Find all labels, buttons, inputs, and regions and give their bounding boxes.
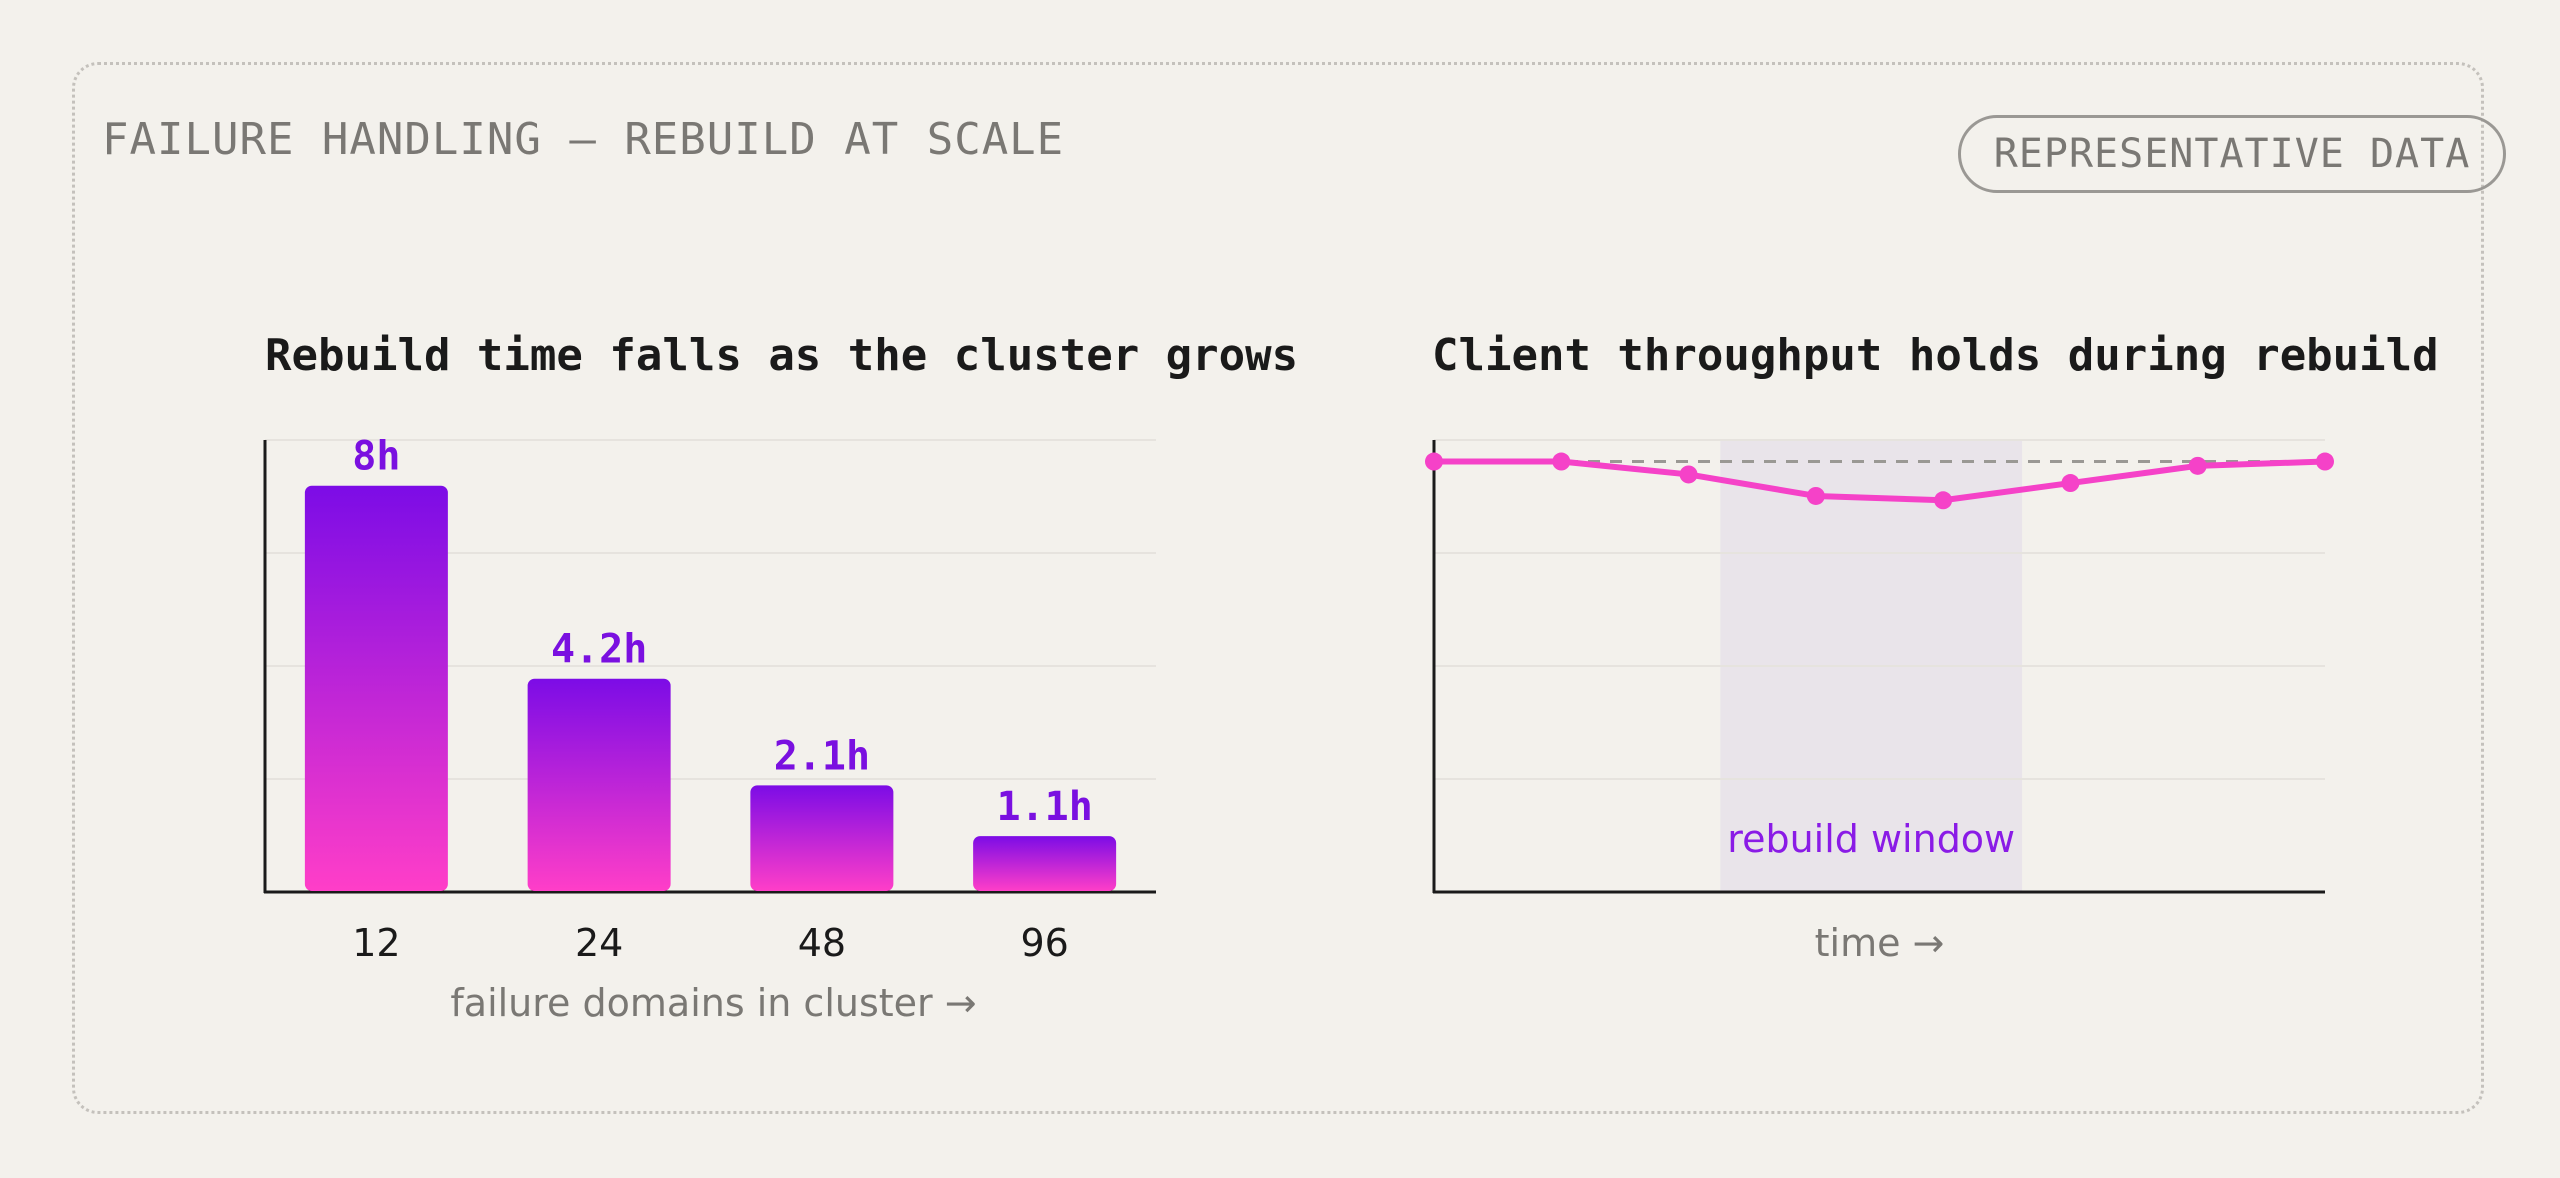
line-x-axis-label: time → [1815, 921, 1945, 965]
throughput-point [1806, 486, 1825, 505]
throughput-point [2061, 474, 2080, 493]
bar-tick-label: 96 [1020, 921, 1068, 965]
bar-96 [973, 836, 1117, 891]
bar-tick-label: 24 [575, 921, 623, 965]
bar-chart: 8h 12 4.2h 24 2.1h 48 1.1h 96 failure domains in… [263, 434, 1156, 1025]
bar-value-label: 8h [352, 434, 400, 480]
panel-frame [72, 62, 2484, 1114]
bar-x-axis-label: failure domains in cluster → [450, 981, 976, 1025]
bar-value-label: 2.1h [774, 733, 870, 779]
bar-tick-label: 48 [798, 921, 846, 965]
line-chart-title: Client throughput holds during rebuild [1432, 330, 2439, 381]
throughput-point [1679, 465, 1698, 484]
representative-data-badge: REPRESENTATIVE DATA [1958, 115, 2506, 193]
throughput-point [1425, 452, 1443, 471]
bar-chart-title: Rebuild time falls as the cluster grows [265, 330, 1299, 381]
throughput-point [1934, 491, 1953, 510]
throughput-point [1552, 452, 1571, 471]
line-chart: rebuild window time → [1425, 439, 2334, 965]
throughput-point [2188, 456, 2207, 475]
bar-12 [304, 485, 448, 891]
rebuild-window-label: rebuild window [1727, 817, 2015, 861]
bar-value-label: 4.2h [551, 627, 647, 673]
throughput-line [1431, 458, 2328, 504]
throughput-point [2316, 452, 2334, 471]
bar-value-label: 1.1h [996, 784, 1092, 830]
bar-48 [750, 785, 894, 891]
bar-tick-label: 12 [352, 921, 400, 965]
bar-24 [527, 678, 671, 891]
section-title: FAILURE HANDLING — REBUILD AT SCALE [102, 114, 1065, 165]
